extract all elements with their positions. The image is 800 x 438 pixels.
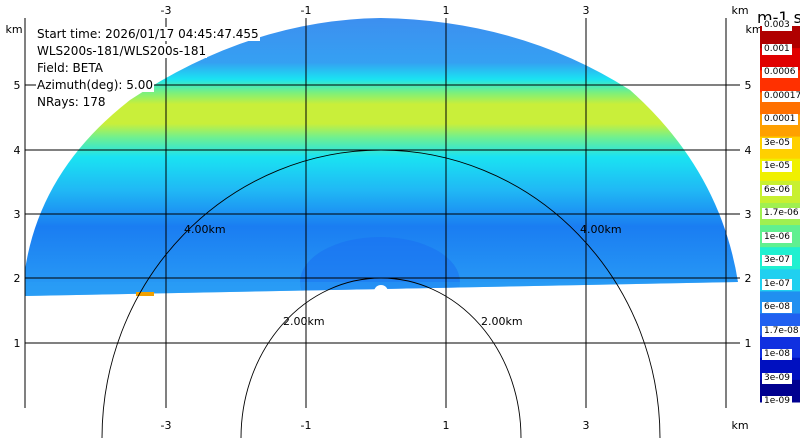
colorbar-label: 0.00017 [762, 90, 800, 102]
range-rings [101, 149, 661, 438]
svg-text:3: 3 [745, 208, 752, 221]
svg-text:5: 5 [745, 79, 752, 92]
y-ticks-left: km 1 2 3 4 5 [5, 23, 22, 350]
colorbar-label: 1.7e-08 [762, 325, 800, 337]
colorbar-label: 1e-05 [762, 161, 792, 172]
svg-text:3: 3 [583, 4, 590, 17]
svg-text:4: 4 [14, 144, 21, 157]
colorbar-segment [760, 26, 800, 49]
x-ticks-top: -3 -1 1 3 km [161, 4, 749, 17]
colorbar-label: 1e-08 [762, 349, 792, 360]
svg-text:-3: -3 [161, 4, 172, 17]
colorbar-label: 0.0006 [762, 67, 798, 78]
colorbar-label: 3e-05 [762, 137, 792, 149]
colorbar-label: 0.0001 [762, 114, 798, 125]
svg-text:5: 5 [14, 79, 21, 92]
svg-text:-1: -1 [301, 4, 312, 17]
start-time-text: Start time: 2026/01/17 04:45:47.455 [36, 27, 260, 41]
colorbar-label: 0.001 [762, 43, 792, 55]
beta-field [25, 18, 738, 299]
ring-label-4km-left: 4.00km [184, 223, 226, 236]
colorbar-label: 1e-06 [762, 231, 792, 243]
svg-text:1: 1 [745, 337, 752, 350]
svg-text:km: km [745, 23, 762, 36]
y-ticks-right: km 1 2 3 4 5 [745, 23, 763, 350]
svg-text:2: 2 [745, 272, 752, 285]
ring-label-2km-left: 2.00km [283, 315, 325, 328]
svg-text:2: 2 [14, 272, 21, 285]
svg-text:3: 3 [14, 208, 21, 221]
field-text: Field: BETA [36, 61, 104, 75]
info-panel: Start time: 2026/01/17 04:45:47.455 WLS2… [36, 26, 260, 111]
nrays-text: NRays: 178 [36, 95, 107, 109]
colorbar-label: 6e-08 [762, 302, 792, 313]
svg-text:4: 4 [745, 144, 752, 157]
source-text: WLS200s-181/WLS200s-181 [36, 44, 208, 58]
colorbar-label: 3e-07 [762, 255, 792, 266]
azimuth-text: Azimuth(deg): 5.00 [36, 78, 155, 92]
svg-text:km: km [731, 4, 748, 17]
colorbar-label: 1e-09 [762, 396, 792, 407]
colorbar-label: 0.003 [762, 20, 792, 31]
x-ticks-bottom: -3 -1 1 3 km [161, 419, 749, 432]
ring-label-2km-right: 2.00km [481, 315, 523, 328]
ring-label-4km-right: 4.00km [580, 223, 622, 236]
svg-text:1: 1 [14, 337, 21, 350]
svg-text:km: km [5, 23, 22, 36]
svg-text:1: 1 [443, 419, 450, 432]
svg-text:km: km [731, 419, 748, 432]
colorbar-label: 6e-06 [762, 184, 792, 196]
svg-text:-3: -3 [161, 419, 172, 432]
colorbar-label: 1e-07 [762, 278, 792, 290]
svg-text:3: 3 [583, 419, 590, 432]
colorbar-label: 3e-09 [762, 372, 792, 384]
svg-text:1: 1 [443, 4, 450, 17]
colorbar-label: 1.7e-06 [762, 208, 800, 219]
svg-text:-1: -1 [301, 419, 312, 432]
